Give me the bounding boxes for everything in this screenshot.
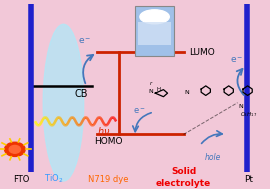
Text: N719 dye: N719 dye [88,175,128,184]
Text: FTO: FTO [14,175,30,184]
Text: Pt: Pt [244,175,253,184]
Text: e$^-$: e$^-$ [133,106,145,116]
Text: $C_8H_{17}$: $C_8H_{17}$ [240,110,257,119]
Text: N: N [184,90,189,95]
Text: H: H [156,88,161,92]
Circle shape [5,142,25,156]
Circle shape [9,146,21,153]
Text: HOMO: HOMO [94,137,123,146]
Text: LUMO: LUMO [189,48,215,57]
Text: e$^-$: e$^-$ [230,55,243,64]
Text: CB: CB [74,89,88,99]
Text: electrolyte: electrolyte [156,179,211,188]
Text: $h\nu$: $h\nu$ [97,125,111,137]
Text: Solid: Solid [171,167,196,176]
Text: N: N [238,104,243,109]
Text: r: r [150,81,152,86]
Text: N: N [149,89,154,94]
Ellipse shape [43,24,84,181]
Text: TiO$_2$: TiO$_2$ [44,173,64,185]
FancyBboxPatch shape [138,22,171,45]
FancyBboxPatch shape [135,6,174,56]
Ellipse shape [140,10,169,24]
Text: e$^-$: e$^-$ [78,36,92,46]
Text: hole: hole [205,153,221,162]
